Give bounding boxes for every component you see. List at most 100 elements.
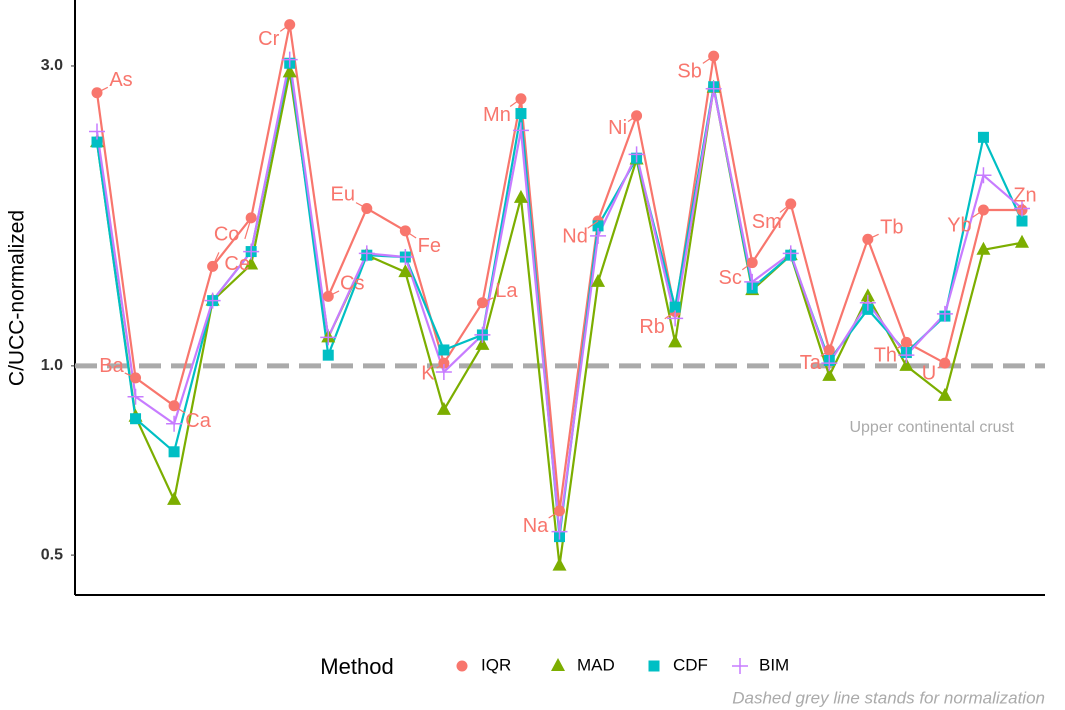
legend-title: Method [320,654,393,679]
point [322,349,334,361]
point [320,329,337,346]
point [166,415,183,432]
point [667,310,684,327]
element-label: Cs [340,273,364,295]
label-leader [627,115,637,123]
point [435,363,452,380]
point [281,51,298,68]
point [936,305,953,322]
point [282,64,297,78]
y-tick-label: 1.0 [41,357,63,374]
label-leader [173,405,186,414]
point [91,136,103,148]
series-line [95,72,1023,566]
label-leader [1021,203,1024,211]
element-label: U [922,362,936,384]
element-label: La [495,280,518,302]
point [552,557,567,571]
point [89,123,105,140]
point [358,245,375,262]
point [397,249,414,266]
legend-swatch [648,660,660,672]
series-line [95,63,1023,537]
point [204,292,221,309]
point [168,446,180,458]
label-leader [509,98,522,107]
reference-label: Upper continental crust [849,419,1014,436]
label-leader [96,86,109,94]
point [975,167,992,184]
y-axis-title: C/UCC-normalized [6,210,29,386]
element-label: Zn [1013,184,1036,206]
point [438,344,450,356]
point [167,491,182,505]
legend-label: MAD [577,655,615,674]
point [592,220,604,232]
label-leader [124,372,136,379]
point [669,301,681,313]
series-line [95,59,1023,532]
point [705,80,722,97]
element-label: Tb [880,217,903,239]
point [898,347,915,364]
point [244,256,259,270]
point [591,273,606,287]
label-leader [436,362,445,369]
label-leader [779,203,792,213]
point [474,326,491,343]
element-label: Ni [608,117,627,139]
element-label: Mn [483,104,511,126]
label-leader [548,510,560,519]
element-label: Co [214,224,240,246]
point [899,357,914,371]
element-label: Ta [800,352,822,374]
point [668,334,683,348]
point [513,189,528,203]
label-leader [279,24,291,32]
label-leader [972,209,984,218]
legend-label: IQR [481,655,511,674]
label-leader [867,233,879,240]
element-label: K [421,362,435,384]
point [977,131,989,143]
point [822,367,837,381]
element-label: Sb [677,60,701,82]
point [130,413,142,425]
point [475,336,490,350]
point [976,241,991,255]
y-tick-label: 3.0 [41,57,63,74]
label-leader [820,349,830,357]
point [937,387,952,401]
y-tick-label: 0.5 [41,546,63,563]
element-label: Sm [752,211,782,233]
element-label: Eu [331,184,355,206]
element-label: Th [874,345,897,367]
legend-swatch [732,658,748,674]
point [744,273,761,290]
point [127,388,144,405]
point [1016,215,1028,227]
label-leader [937,362,946,369]
legend-swatch [551,658,565,671]
point [245,212,257,224]
element-label: Na [523,515,549,537]
label-leader [587,220,599,229]
legend-label: CDF [673,655,708,674]
label-leader [212,252,220,267]
point [243,243,260,260]
point [859,294,876,311]
label-leader [327,290,340,297]
point [1015,234,1029,248]
label-leader [741,262,753,271]
element-label: Yb [947,214,971,236]
element-label: Nd [562,225,588,247]
point [551,523,568,540]
point [512,122,529,139]
point [782,245,799,262]
point [398,264,413,278]
element-label: Sc [719,267,742,289]
point [590,227,607,244]
label-leader [355,202,368,209]
label-leader [896,341,907,350]
element-label: Ba [99,355,124,377]
